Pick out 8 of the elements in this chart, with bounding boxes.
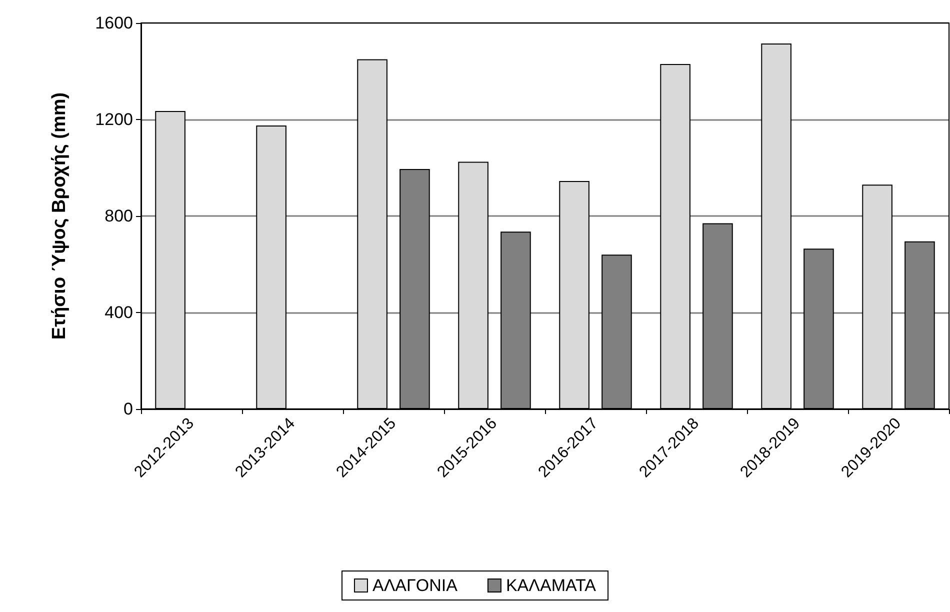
y-tick-label: 1600 <box>95 14 133 32</box>
y-axis-title: Ετήσιο Ύψος Βροχής (mm) <box>49 92 70 340</box>
y-tick-label: 1200 <box>95 110 133 129</box>
y-tick-label: 0 <box>124 400 133 418</box>
y-tick-label: 400 <box>104 303 133 322</box>
legend-label: ΑΛΑΓΟΝΙΑ <box>372 576 458 595</box>
y-tick-label: 800 <box>104 206 133 226</box>
legend-label: ΚΑΛΑΜΑΤΑ <box>506 576 597 595</box>
